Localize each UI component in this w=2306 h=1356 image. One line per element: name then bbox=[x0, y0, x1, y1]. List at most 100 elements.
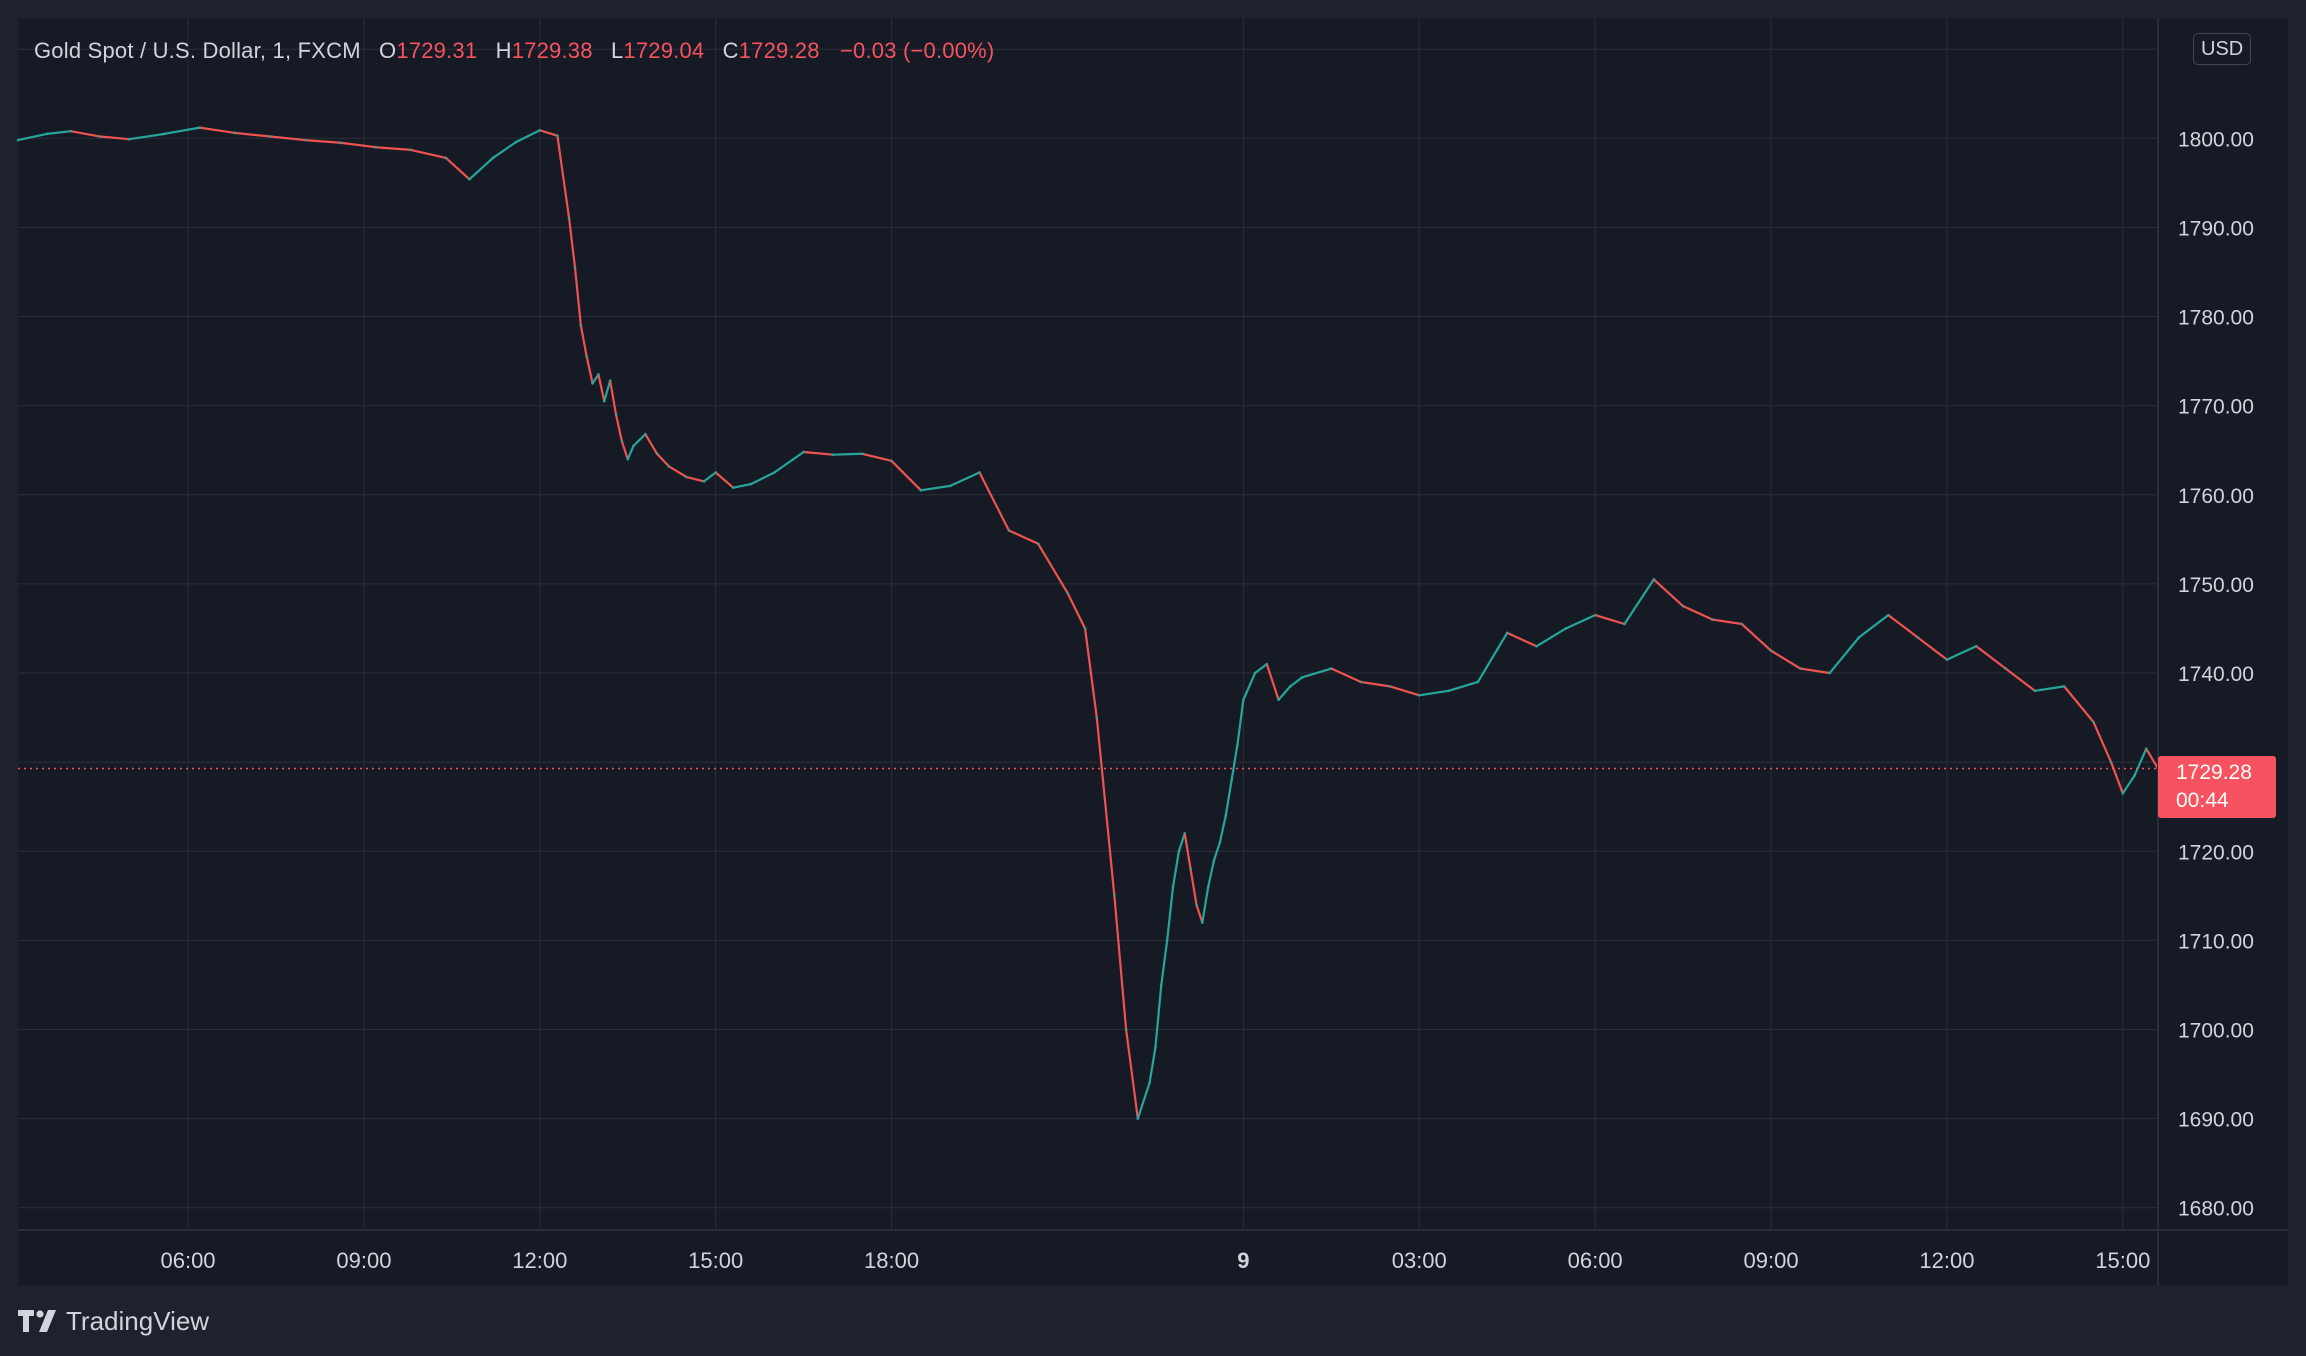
price-point bbox=[1241, 698, 1245, 702]
price-point bbox=[1206, 885, 1210, 889]
price-point bbox=[1154, 1045, 1157, 1049]
price-point bbox=[514, 140, 518, 144]
price-point bbox=[2033, 689, 2037, 693]
price-segment bbox=[1388, 685, 1421, 697]
price-point bbox=[2004, 667, 2007, 670]
price-segment bbox=[1799, 667, 1831, 675]
price-segment bbox=[409, 148, 448, 160]
price-segment bbox=[374, 146, 412, 151]
price-point bbox=[127, 137, 131, 141]
price-segment bbox=[1418, 689, 1450, 697]
price-segment bbox=[1171, 850, 1180, 888]
price-point bbox=[1945, 658, 1949, 662]
price-segment bbox=[2145, 747, 2160, 770]
price-segment bbox=[1218, 814, 1227, 844]
price-segment bbox=[655, 452, 670, 468]
price-point bbox=[1218, 840, 1222, 844]
price-point bbox=[1224, 814, 1228, 818]
price-segment bbox=[773, 450, 805, 474]
price-segment bbox=[1887, 613, 1919, 639]
price-segment bbox=[919, 484, 952, 492]
price-point bbox=[802, 450, 806, 454]
price-point bbox=[1189, 867, 1193, 871]
y-tick-label: 1800.00 bbox=[2178, 128, 2254, 151]
price-point bbox=[1886, 613, 1890, 617]
price-segment bbox=[1476, 631, 1509, 684]
price-segment bbox=[626, 444, 635, 461]
price-segment bbox=[597, 373, 606, 403]
price-point bbox=[1974, 644, 1978, 648]
price-segment bbox=[1594, 613, 1626, 626]
currency-button[interactable]: USD bbox=[2193, 33, 2252, 65]
price-segment bbox=[1066, 591, 1087, 630]
price-point bbox=[98, 135, 102, 138]
price-segment bbox=[2133, 747, 2148, 777]
y-tick-label: 1790.00 bbox=[2178, 217, 2254, 240]
price-point bbox=[1212, 858, 1216, 862]
price-point bbox=[1195, 903, 1198, 907]
price-segment bbox=[1160, 939, 1169, 987]
low-value: 1729.04 bbox=[623, 38, 705, 63]
price-segment bbox=[1253, 663, 1268, 675]
price-segment bbox=[603, 379, 612, 403]
price-segment bbox=[620, 440, 629, 461]
price-segment bbox=[304, 138, 342, 144]
price-segment bbox=[2063, 685, 2095, 724]
price-segment bbox=[714, 471, 735, 489]
price-segment bbox=[1242, 671, 1257, 701]
price-point bbox=[1265, 662, 1269, 666]
price-point bbox=[303, 138, 307, 142]
price-point bbox=[1476, 680, 1480, 684]
price-point bbox=[626, 457, 630, 461]
price-segment bbox=[69, 130, 102, 138]
price-segment bbox=[491, 140, 518, 160]
price-point bbox=[1165, 938, 1169, 942]
tradingview-logo-icon bbox=[18, 1310, 56, 1332]
price-point bbox=[16, 138, 20, 142]
price-point bbox=[614, 413, 618, 416]
price-segment bbox=[46, 130, 72, 135]
y-tick-label: 1740.00 bbox=[2178, 663, 2254, 686]
price-segment bbox=[1166, 885, 1175, 942]
x-tick-label: 9 bbox=[1237, 1248, 1249, 1273]
chart-pane[interactable] bbox=[18, 18, 2288, 1286]
price-segment bbox=[1095, 716, 1116, 897]
price-point bbox=[597, 373, 600, 376]
price-segment bbox=[1236, 698, 1245, 746]
price-point bbox=[602, 399, 606, 403]
price-segment bbox=[1652, 578, 1685, 608]
x-tick-label: 12:00 bbox=[512, 1248, 567, 1273]
price-segment bbox=[1136, 1081, 1151, 1120]
price-point bbox=[890, 459, 893, 463]
price-point bbox=[163, 132, 166, 136]
price-segment bbox=[16, 132, 49, 142]
price-point bbox=[1447, 689, 1450, 693]
price-segment bbox=[1007, 529, 1040, 545]
price-segment bbox=[1265, 663, 1280, 701]
price-point bbox=[1171, 885, 1175, 889]
price-segment bbox=[949, 471, 981, 487]
y-tick-label: 1780.00 bbox=[2178, 307, 2254, 330]
symbol-title[interactable]: Gold Spot / U.S. Dollar, 1, FXCM bbox=[34, 38, 361, 63]
brand[interactable]: TradingView bbox=[18, 1304, 209, 1338]
price-segment bbox=[339, 141, 377, 149]
brand-name: TradingView bbox=[66, 1305, 210, 1336]
y-tick-label: 1680.00 bbox=[2178, 1198, 2254, 1221]
price-point bbox=[1007, 529, 1011, 532]
price-segment bbox=[1154, 983, 1163, 1049]
price-segment bbox=[1037, 542, 1069, 594]
price-point bbox=[567, 217, 571, 220]
open-value: 1729.31 bbox=[396, 38, 478, 63]
price-segment bbox=[444, 156, 471, 181]
price-segment bbox=[1277, 685, 1292, 701]
price-point bbox=[1798, 667, 1802, 670]
price-segment bbox=[1195, 903, 1204, 924]
grid-lines bbox=[18, 18, 2158, 1230]
price-point bbox=[1300, 676, 1304, 679]
price-segment bbox=[2109, 761, 2124, 795]
price-segment bbox=[1207, 859, 1216, 888]
price-point bbox=[1177, 849, 1181, 853]
price-point bbox=[1136, 1117, 1140, 1121]
